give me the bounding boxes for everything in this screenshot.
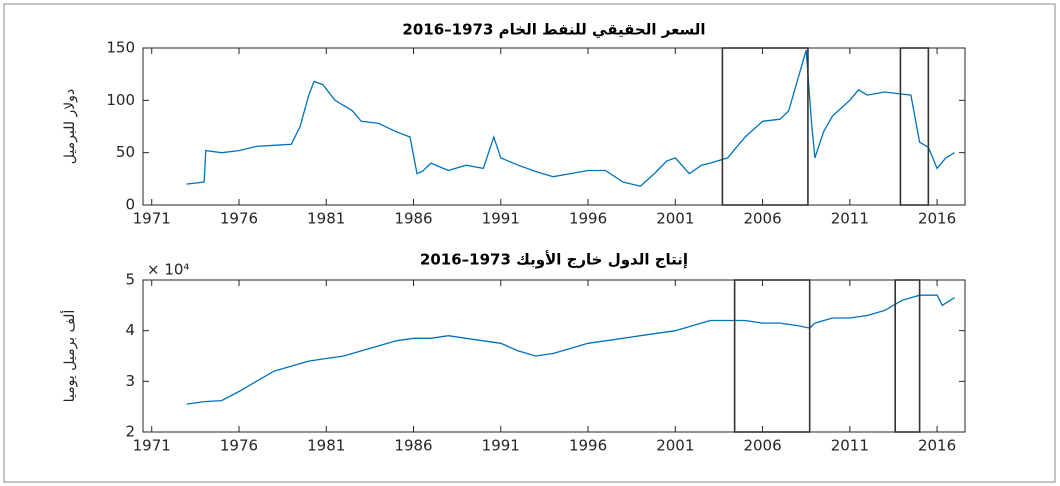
- y-tick-label: 3: [125, 372, 135, 390]
- x-tick-label: 2001: [656, 210, 694, 228]
- y-tick-label: 2: [125, 423, 135, 441]
- x-tick-label: 2016: [918, 210, 956, 228]
- axes: [142, 47, 966, 206]
- y-axis-label: دولار للبرميل: [62, 89, 78, 164]
- x-tick-label: 1986: [394, 437, 432, 455]
- axes: [142, 279, 966, 433]
- exponent-label: × 10⁴: [147, 261, 189, 279]
- x-tick-label: 1971: [133, 437, 171, 455]
- x-tick-label: 2001: [656, 437, 694, 455]
- chart-title: السعر الحقيقي للنفط الخام 1973–2016: [402, 21, 705, 39]
- x-tick-label: 1971: [133, 210, 171, 228]
- x-tick-label: 2011: [831, 210, 869, 228]
- x-tick-label: 1996: [569, 437, 607, 455]
- x-tick-label: 1981: [307, 437, 345, 455]
- highlight-region: [733, 279, 811, 433]
- x-tick-label: 1981: [307, 210, 345, 228]
- x-tick-label: 1986: [394, 210, 432, 228]
- x-tick-label: 1991: [482, 210, 520, 228]
- chart-title: إنتاج الدول خارج الأوبك 1973–2016: [420, 251, 688, 269]
- highlight-region: [721, 47, 809, 206]
- y-tick-label: 4: [125, 321, 135, 339]
- y-axis-label: ألف برميل يوميا: [60, 310, 78, 403]
- x-tick-label: 1991: [482, 437, 520, 455]
- x-tick-label: 1976: [220, 210, 258, 228]
- x-tick-label: 2006: [743, 210, 781, 228]
- x-tick-label: 1976: [220, 437, 258, 455]
- y-tick-label: 100: [106, 91, 135, 109]
- y-tick-label: 0: [125, 196, 135, 214]
- highlight-region: [894, 279, 921, 433]
- data-line: [186, 294, 955, 405]
- x-tick-label: 1996: [569, 210, 607, 228]
- y-tick-label: 150: [106, 39, 135, 57]
- y-tick-label: 5: [125, 271, 135, 289]
- x-tick-label: 2016: [918, 437, 956, 455]
- x-tick-label: 2011: [831, 437, 869, 455]
- x-tick-label: 2006: [743, 437, 781, 455]
- y-tick-label: 50: [116, 143, 135, 161]
- data-line: [186, 49, 955, 187]
- highlight-region: [899, 47, 930, 206]
